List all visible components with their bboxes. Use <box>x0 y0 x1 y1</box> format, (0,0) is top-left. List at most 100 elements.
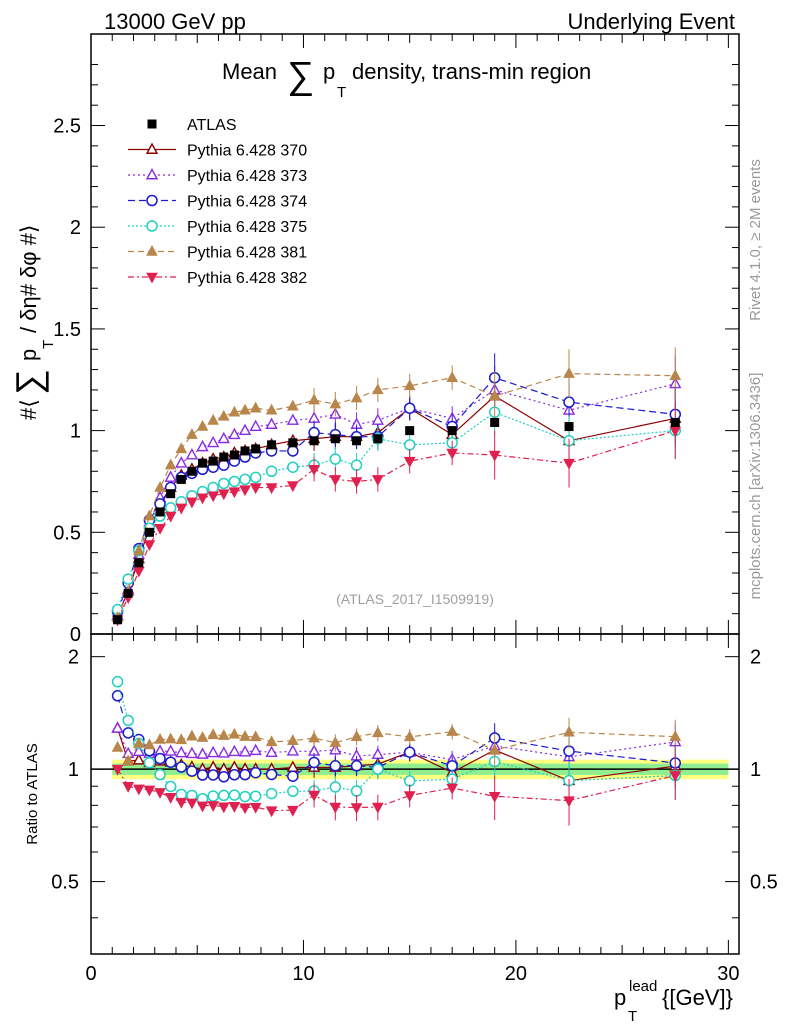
ratio-point-382 <box>249 802 262 814</box>
ratio-point-382 <box>308 790 320 802</box>
data-point-382 <box>286 481 299 493</box>
y-tick-label-main: 0.5 <box>53 522 81 544</box>
ylabel-var: p <box>16 349 41 361</box>
ratio-point-382 <box>265 806 278 818</box>
data-point-381 <box>228 405 241 417</box>
ratio-point-382 <box>350 803 363 815</box>
data-point-atlas <box>198 458 208 468</box>
ratio-point-374 <box>175 761 188 773</box>
data-point-381 <box>265 403 278 415</box>
y-tick-label-main: 1.5 <box>53 319 81 341</box>
data-point-375 <box>122 573 134 585</box>
data-point-375 <box>265 465 278 478</box>
legend-marker <box>146 220 158 232</box>
analysis-watermark: (ATLAS_2017_I1509919) <box>336 591 494 607</box>
ratio-point-374 <box>287 770 299 782</box>
ratio-point-381 <box>286 734 299 745</box>
data-point-375 <box>350 459 363 471</box>
data-point-atlas <box>240 446 250 456</box>
ratio-point-381 <box>350 730 363 741</box>
ratio-point-382 <box>143 785 156 797</box>
data-point-381 <box>143 509 156 521</box>
data-point-381 <box>239 403 251 415</box>
ratio-point-370 <box>132 753 145 765</box>
data-point-382 <box>154 523 166 535</box>
ratio-point-373 <box>265 745 278 758</box>
data-point-375 <box>218 477 230 490</box>
legend-marker <box>146 272 158 284</box>
data-point-375 <box>249 471 262 484</box>
data-point-382 <box>403 456 416 468</box>
data-point-373 <box>238 423 252 436</box>
data-point-373 <box>196 439 209 452</box>
title-sum-symbol: ∑ <box>287 55 314 97</box>
ratio-point-375 <box>164 780 177 793</box>
legend-item-373: Pythia 6.428 373 <box>128 168 307 185</box>
ratio-point-381 <box>265 735 278 747</box>
ratio-point-382 <box>111 764 124 776</box>
ratio-point-373 <box>217 746 230 758</box>
data-point-381 <box>154 481 166 492</box>
ratio-point-374 <box>218 771 230 783</box>
ratio-point-381 <box>249 730 262 742</box>
ratio-point-381 <box>154 733 166 744</box>
mcplots-label: mcplots.cern.ch [arXiv:1306.3436] <box>747 373 764 600</box>
data-point-381 <box>132 544 145 555</box>
ratio-point-381 <box>207 728 220 740</box>
ratio-point-374 <box>164 756 177 768</box>
data-point-373 <box>164 470 177 482</box>
header-right: Underlying Event <box>567 9 735 34</box>
ratio-point-374 <box>122 727 134 739</box>
legend-label: Pythia 6.428 382 <box>187 270 307 287</box>
ratio-point-382 <box>122 781 135 793</box>
data-point-atlas <box>405 426 415 436</box>
data-point-373 <box>249 419 262 431</box>
ratio-point-382 <box>217 802 230 814</box>
ratio-point-374 <box>350 760 363 772</box>
ratio-point-375 <box>218 789 230 802</box>
ratio-point-374 <box>403 746 416 758</box>
data-point-381 <box>249 401 262 413</box>
y-tick-label-ratio: 2 <box>68 647 79 669</box>
ratio-point-381 <box>186 729 198 741</box>
ylabel-suffix: / δη# δφ #⟩ <box>16 225 41 334</box>
data-point-atlas <box>352 436 362 446</box>
data-point-381 <box>446 371 459 382</box>
ratio-point-375 <box>143 757 156 769</box>
data-point-atlas <box>208 456 218 466</box>
y-tick-label-ratio-right: 2 <box>750 647 761 669</box>
ratio-point-381 <box>196 731 209 742</box>
ratio-point-382 <box>669 771 682 783</box>
data-point-373 <box>217 431 230 444</box>
data-point-374 <box>403 402 416 414</box>
data-point-atlas <box>113 615 123 625</box>
data-point-atlas <box>155 507 165 517</box>
data-point-atlas <box>267 440 277 450</box>
data-point-382 <box>164 511 177 523</box>
data-point-375 <box>207 481 219 494</box>
data-point-373 <box>185 448 199 460</box>
x-tick-label: 0 <box>85 963 96 985</box>
legend-marker <box>146 194 158 207</box>
xlabel-sub: T <box>628 1008 637 1024</box>
ylabel-prefix: #⟨ <box>16 399 41 420</box>
data-point-374 <box>218 459 230 471</box>
legend-item-381: Pythia 6.428 381 <box>128 245 307 262</box>
data-point-381 <box>403 379 416 391</box>
data-point-374 <box>287 445 299 457</box>
data-point-375 <box>329 453 342 465</box>
data-point-atlas <box>134 558 144 568</box>
data-point-373 <box>206 435 220 448</box>
legend-marker <box>145 142 159 154</box>
data-point-atlas <box>447 426 457 436</box>
ratio-point-381 <box>446 725 459 736</box>
ratio-point-382 <box>196 801 209 813</box>
y-tick-label-ratio: 1 <box>68 759 79 781</box>
data-point-381 <box>371 383 384 395</box>
data-point-382 <box>196 493 209 505</box>
ratio-point-381 <box>403 730 416 742</box>
data-point-382 <box>207 491 220 503</box>
y-tick-label-ratio-right: 0.5 <box>750 872 778 894</box>
ratio-point-375 <box>228 789 241 801</box>
ylabel-sum: ∑ <box>8 369 49 395</box>
